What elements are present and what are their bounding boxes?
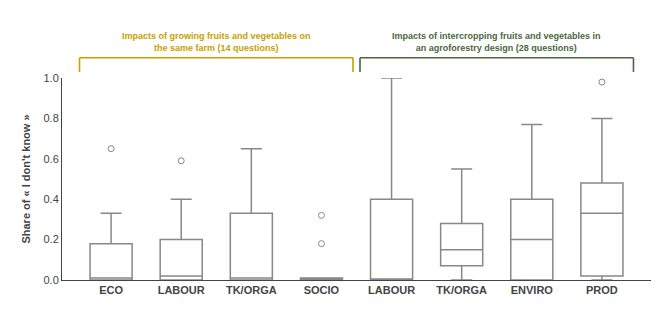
svg-text:0.0: 0.0	[44, 274, 59, 286]
svg-text:PROD: PROD	[586, 284, 618, 296]
svg-text:0.6: 0.6	[44, 153, 59, 165]
svg-text:Share of « I don't know »: Share of « I don't know »	[20, 114, 32, 243]
svg-text:TK/ORGA: TK/ORGA	[226, 284, 277, 296]
svg-text:ENVIRO: ENVIRO	[511, 284, 554, 296]
svg-text:LABOUR: LABOUR	[368, 284, 415, 296]
svg-text:LABOUR: LABOUR	[158, 284, 205, 296]
svg-text:0.4: 0.4	[44, 193, 59, 205]
svg-text:0.2: 0.2	[44, 233, 59, 245]
svg-text:1.0: 1.0	[44, 72, 59, 84]
svg-text:0.8: 0.8	[44, 112, 59, 124]
svg-text:Impacts of growing fruits and: Impacts of growing fruits and vegetables…	[122, 31, 311, 53]
svg-text:TK/ORGA: TK/ORGA	[436, 284, 487, 296]
svg-text:ECO: ECO	[99, 284, 123, 296]
svg-text:Impacts of intercropping fruit: Impacts of intercropping fruits and vege…	[392, 31, 601, 53]
svg-text:SOCIO: SOCIO	[304, 284, 340, 296]
